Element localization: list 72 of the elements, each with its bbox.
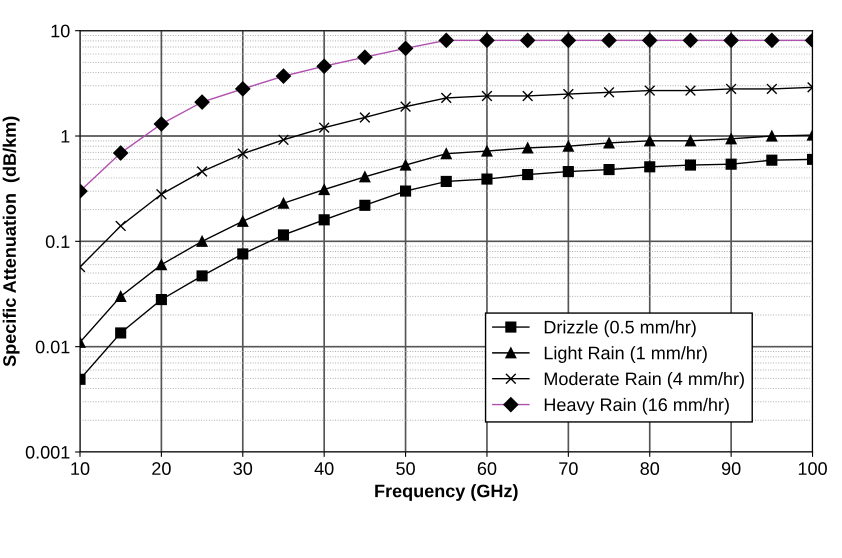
point (481, 145, 493, 157)
point (481, 90, 493, 102)
point (726, 158, 737, 170)
x-tick-label: 50 (396, 462, 415, 475)
point (440, 148, 452, 160)
point (481, 174, 493, 185)
point (440, 176, 452, 188)
point (278, 134, 290, 146)
point (684, 135, 696, 146)
x-tick-label: 100 (798, 462, 827, 475)
point (522, 142, 534, 154)
point (522, 169, 534, 180)
point (603, 137, 615, 148)
x-tick-label: 80 (640, 462, 660, 475)
point (440, 92, 452, 104)
point (684, 159, 696, 171)
point (156, 188, 167, 200)
x-tick-label: 40 (314, 462, 334, 475)
point (318, 214, 330, 226)
point (644, 161, 656, 172)
point (562, 166, 574, 178)
point (156, 294, 167, 306)
x-tick-label: 30 (233, 462, 252, 475)
point (115, 220, 126, 232)
point (603, 86, 615, 98)
point (726, 133, 737, 144)
point (603, 164, 615, 176)
point (196, 270, 208, 282)
y-tick-label: 0.1 (46, 235, 70, 248)
point (156, 259, 167, 270)
x-tick-label: 70 (559, 462, 578, 475)
y-axis-title: Specific Attenuation (dB/km) (2, 116, 20, 366)
point (278, 229, 290, 240)
x-tick-label: 90 (722, 462, 740, 475)
point (766, 83, 778, 94)
point (400, 159, 412, 171)
point (644, 135, 656, 146)
point (318, 122, 330, 134)
y-tick-label: 0.01 (36, 340, 70, 354)
point (318, 184, 330, 196)
x-tick-label: 60 (478, 462, 496, 475)
point (766, 130, 778, 142)
x-tick-label: 10 (71, 462, 90, 475)
point (684, 85, 696, 96)
point (359, 112, 370, 124)
point (278, 198, 290, 209)
point (196, 166, 208, 178)
point (359, 200, 370, 211)
point (115, 327, 126, 338)
x-tick-label: 20 (152, 462, 171, 475)
x-axis-title: Frequency (GHz) (375, 484, 518, 501)
point (522, 90, 534, 102)
point (400, 186, 412, 197)
point (115, 290, 126, 302)
y-tick-label: 1 (62, 130, 70, 143)
point (237, 148, 248, 160)
point (562, 140, 574, 152)
point (766, 154, 778, 166)
point (726, 83, 737, 94)
legend-label: Heavy Rain (16 mm/hr) (544, 398, 729, 415)
legend-label: Light Rain (1 mm/hr) (544, 346, 707, 363)
legend-label: Drizzle (0.5 mm/hr) (544, 320, 696, 338)
point (562, 88, 574, 100)
point (400, 101, 412, 112)
point (237, 248, 248, 260)
y-tick-label: 0.001 (26, 446, 70, 459)
y-tick-label: 10 (52, 24, 70, 38)
point (196, 236, 208, 247)
point (237, 216, 248, 227)
point (359, 171, 370, 182)
legend-label: Moderate Rain (4 mm/hr) (544, 372, 744, 389)
point (644, 85, 656, 96)
